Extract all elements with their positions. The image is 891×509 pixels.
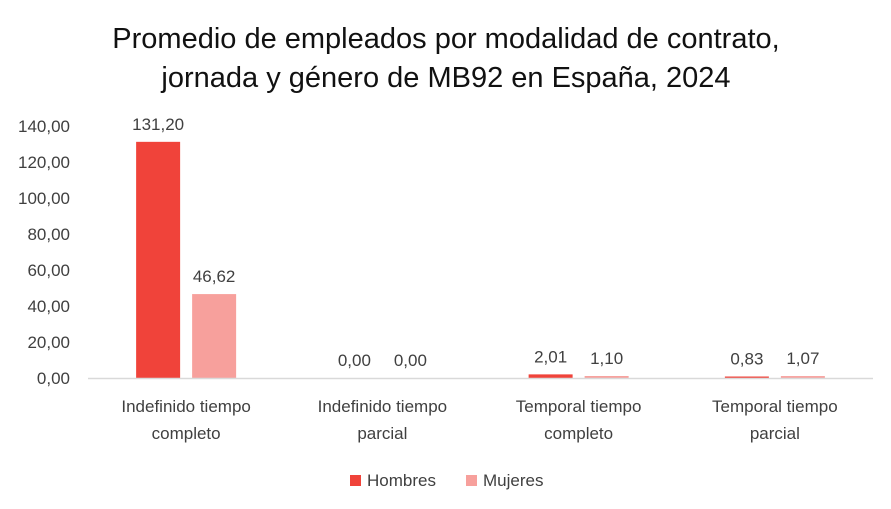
- data-label-mujeres-4: 1,07: [786, 349, 819, 368]
- legend: Hombres Mujeres: [350, 471, 543, 490]
- x-tick-label: parcial: [357, 424, 407, 443]
- data-label-hombres-4: 0,83: [730, 350, 763, 369]
- legend-label-hombres: Hombres: [367, 471, 436, 490]
- bar-mujeres-1: [192, 294, 237, 378]
- chart-title-line: jornada y género de MB92 en España, 2024: [160, 62, 730, 94]
- x-tick-label: completo: [544, 424, 613, 443]
- data-label-hombres-2: 0,00: [338, 351, 371, 370]
- legend-swatch-mujeres: [466, 475, 477, 486]
- x-tick-label: Indefinido tiempo: [121, 397, 250, 416]
- x-tick-label: Temporal tiempo: [516, 397, 642, 416]
- bars: [136, 141, 825, 378]
- y-tick-label: 80,00: [27, 225, 70, 244]
- x-tick-label: Temporal tiempo: [712, 397, 838, 416]
- legend-swatch-hombres: [350, 475, 361, 486]
- y-tick-label: 20,00: [27, 333, 70, 352]
- legend-label-mujeres: Mujeres: [483, 471, 543, 490]
- data-label-mujeres-2: 0,00: [394, 351, 427, 370]
- bar-mujeres-4: [780, 376, 825, 378]
- y-tick-label: 100,00: [18, 189, 70, 208]
- x-axis: Indefinido tiempo completo Indefinido tiem…: [88, 377, 873, 443]
- data-label-mujeres-3: 1,10: [590, 349, 623, 368]
- bar-hombres-1: [136, 141, 181, 378]
- bar-hombres-3: [528, 374, 573, 378]
- y-tick-label: 120,00: [18, 153, 70, 172]
- data-label-hombres-1: 131,20: [132, 115, 184, 134]
- chart-title-line: Promedio de empleados por modalidad de c…: [112, 23, 779, 55]
- y-tick-label: 140,00: [18, 117, 70, 136]
- data-label-hombres-3: 2,01: [534, 347, 567, 366]
- data-labels: 131,20 46,62 0,00 0,00 2,01 1,10 0,83 1,07: [132, 115, 819, 370]
- bar-mujeres-3: [584, 376, 629, 378]
- x-tick-label: completo: [152, 424, 221, 443]
- data-label-mujeres-1: 46,62: [193, 267, 236, 286]
- y-tick-label: 0,00: [37, 369, 70, 388]
- x-tick-label: parcial: [750, 424, 800, 443]
- y-tick-label: 60,00: [27, 261, 70, 280]
- x-tick-label: Indefinido tiempo: [318, 397, 447, 416]
- y-tick-label: 40,00: [27, 297, 70, 316]
- chart-title: Promedio de empleados por modalidad de c…: [112, 23, 779, 94]
- bar-hombres-4: [724, 376, 769, 378]
- y-axis: 0,00 20,00 40,00 60,00 80,00 100,00 120,00 140,…: [18, 117, 70, 388]
